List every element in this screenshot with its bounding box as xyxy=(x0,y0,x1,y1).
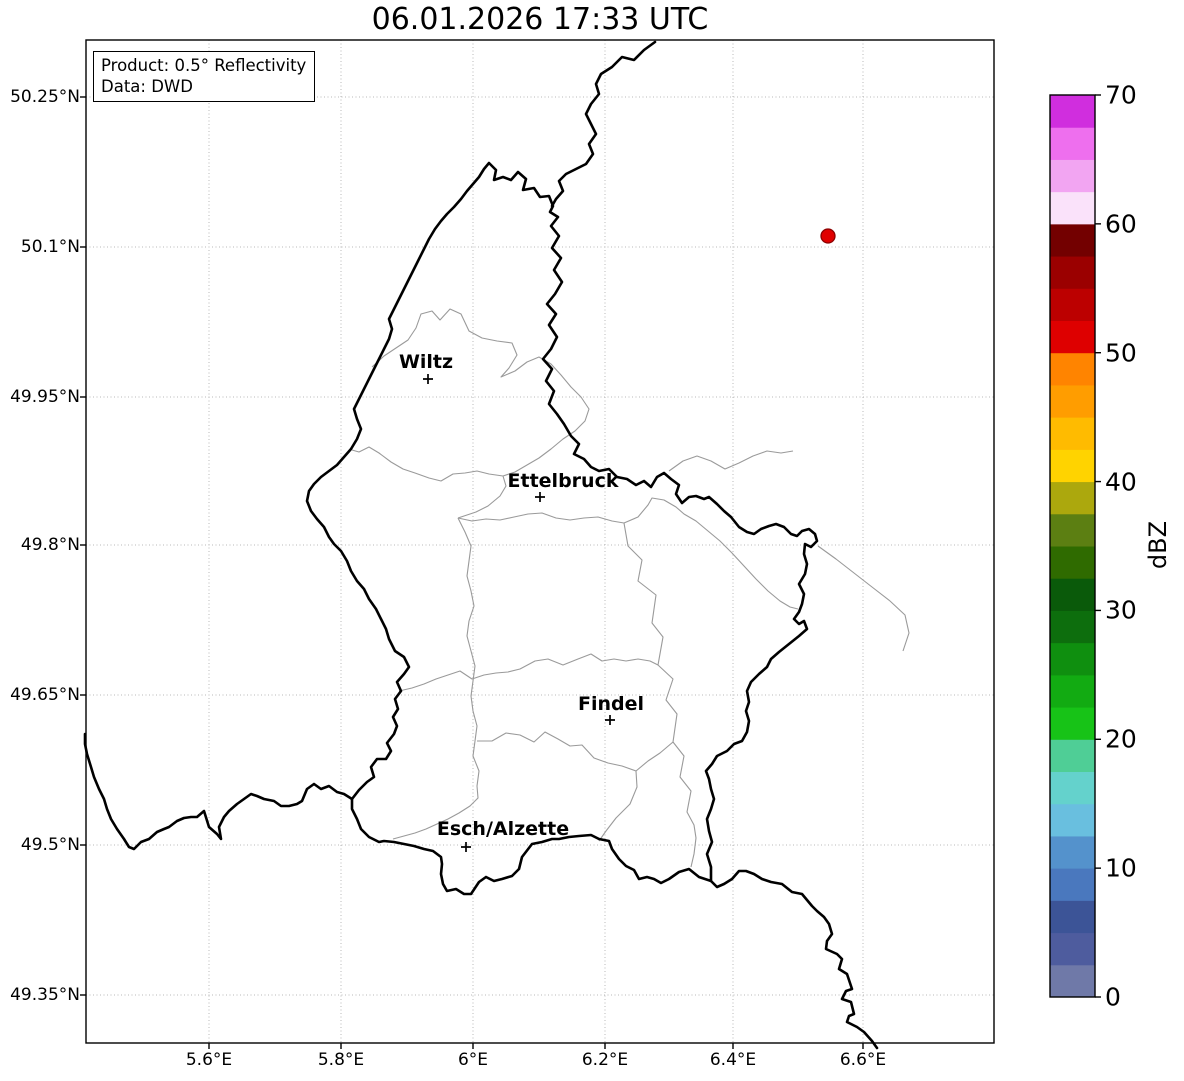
lon-tick-label: 6°E xyxy=(457,1050,489,1070)
france-belgium-border xyxy=(83,732,354,851)
colorbar-segment xyxy=(1050,449,1095,483)
colorbar-segment xyxy=(1050,642,1095,676)
city-plus-marker xyxy=(605,715,615,725)
colorbar-tick-label: 40 xyxy=(1105,467,1137,497)
colorbar-segment xyxy=(1050,546,1095,579)
plot-frame xyxy=(85,39,995,1044)
lon-tick-label: 6.2°E xyxy=(581,1050,629,1070)
colorbar-segment xyxy=(1050,95,1095,128)
colorbar-tick-marks xyxy=(1095,94,1101,998)
city-plus-marker xyxy=(461,842,471,852)
axis-tick-marks xyxy=(80,96,864,1049)
colorbar-segment xyxy=(1050,320,1095,354)
country-borders xyxy=(83,40,879,1050)
product-info-box: Product: 0.5° Reflectivity Data: DWD xyxy=(93,51,316,102)
colorbar-segment xyxy=(1050,578,1095,611)
colorbar-segment xyxy=(1050,256,1095,289)
colorbar-tick-label: 50 xyxy=(1105,338,1137,368)
product-line: Product: 0.5° Reflectivity xyxy=(101,56,307,75)
colorbar-segment xyxy=(1050,835,1095,869)
lat-tick-label: 49.8°N xyxy=(20,535,80,555)
colorbar-axis-label: dBZ xyxy=(1144,520,1172,570)
city-label: Ettelbruck xyxy=(507,470,619,492)
colorbar-tick-label: 20 xyxy=(1105,724,1137,754)
colorbar-tick-label: 70 xyxy=(1105,80,1137,110)
colorbar-tick-label: 60 xyxy=(1105,209,1137,239)
colorbar-segment xyxy=(1050,481,1095,515)
colorbar-segment xyxy=(1050,159,1095,193)
city-markers xyxy=(423,374,615,852)
colorbar-segment xyxy=(1050,513,1095,547)
luxembourg-border xyxy=(305,161,819,896)
colorbar-segment xyxy=(1050,674,1095,708)
lon-tick-label: 6.6°E xyxy=(839,1050,887,1070)
city-plus-marker xyxy=(535,492,545,502)
colorbar-segment xyxy=(1050,707,1095,740)
colorbar-segment xyxy=(1050,771,1095,805)
colorbar-tick-label: 30 xyxy=(1105,595,1137,625)
lat-tick-label: 50.25°N xyxy=(10,87,80,107)
colorbar-segment xyxy=(1050,868,1095,901)
colorbar-segment xyxy=(1050,127,1095,160)
colorbar-segment xyxy=(1050,739,1095,772)
colorbar-segment xyxy=(1050,964,1095,998)
city-plus-marker xyxy=(423,374,433,384)
city-label: Wiltz xyxy=(398,351,454,373)
colorbar-segment xyxy=(1050,610,1095,644)
city-label: Esch/Alzette xyxy=(436,818,570,840)
colorbar-tick-label: 0 xyxy=(1105,982,1121,1012)
radar-site-marker xyxy=(820,228,836,244)
lon-tick-label: 5.8°E xyxy=(317,1050,365,1070)
lon-tick-label: 5.6°E xyxy=(185,1050,233,1070)
belgium-germany-border xyxy=(550,40,657,208)
colorbar-segment xyxy=(1050,932,1095,966)
foreign-district-borders xyxy=(668,450,910,652)
figure-title: 06.01.2026 17:33 UTC xyxy=(371,2,709,37)
data-source-line: Data: DWD xyxy=(101,77,193,96)
lat-tick-label: 49.65°N xyxy=(10,685,80,705)
colorbar-segments xyxy=(1050,95,1095,998)
colorbar-segment xyxy=(1050,803,1095,837)
lat-tick-label: 49.5°N xyxy=(20,835,80,855)
lon-tick-label: 6.4°E xyxy=(709,1050,757,1070)
colorbar-segment xyxy=(1050,288,1095,321)
colorbar-frame xyxy=(1049,94,1096,998)
colorbar-segment xyxy=(1050,417,1095,450)
colorbar-segment xyxy=(1050,223,1095,257)
lat-tick-label: 49.95°N xyxy=(10,387,80,407)
lat-tick-label: 50.1°N xyxy=(20,237,80,257)
grid-lines xyxy=(86,40,994,1043)
city-label: Findel xyxy=(577,693,645,715)
france-germany-border xyxy=(709,869,879,1050)
colorbar-tick-label: 10 xyxy=(1105,853,1137,883)
colorbar-segment xyxy=(1050,352,1095,386)
canton-borders xyxy=(351,308,799,868)
colorbar-segment xyxy=(1050,900,1095,934)
lat-tick-label: 49.35°N xyxy=(10,985,80,1005)
colorbar-segment xyxy=(1050,384,1095,418)
colorbar-segment xyxy=(1050,191,1095,225)
